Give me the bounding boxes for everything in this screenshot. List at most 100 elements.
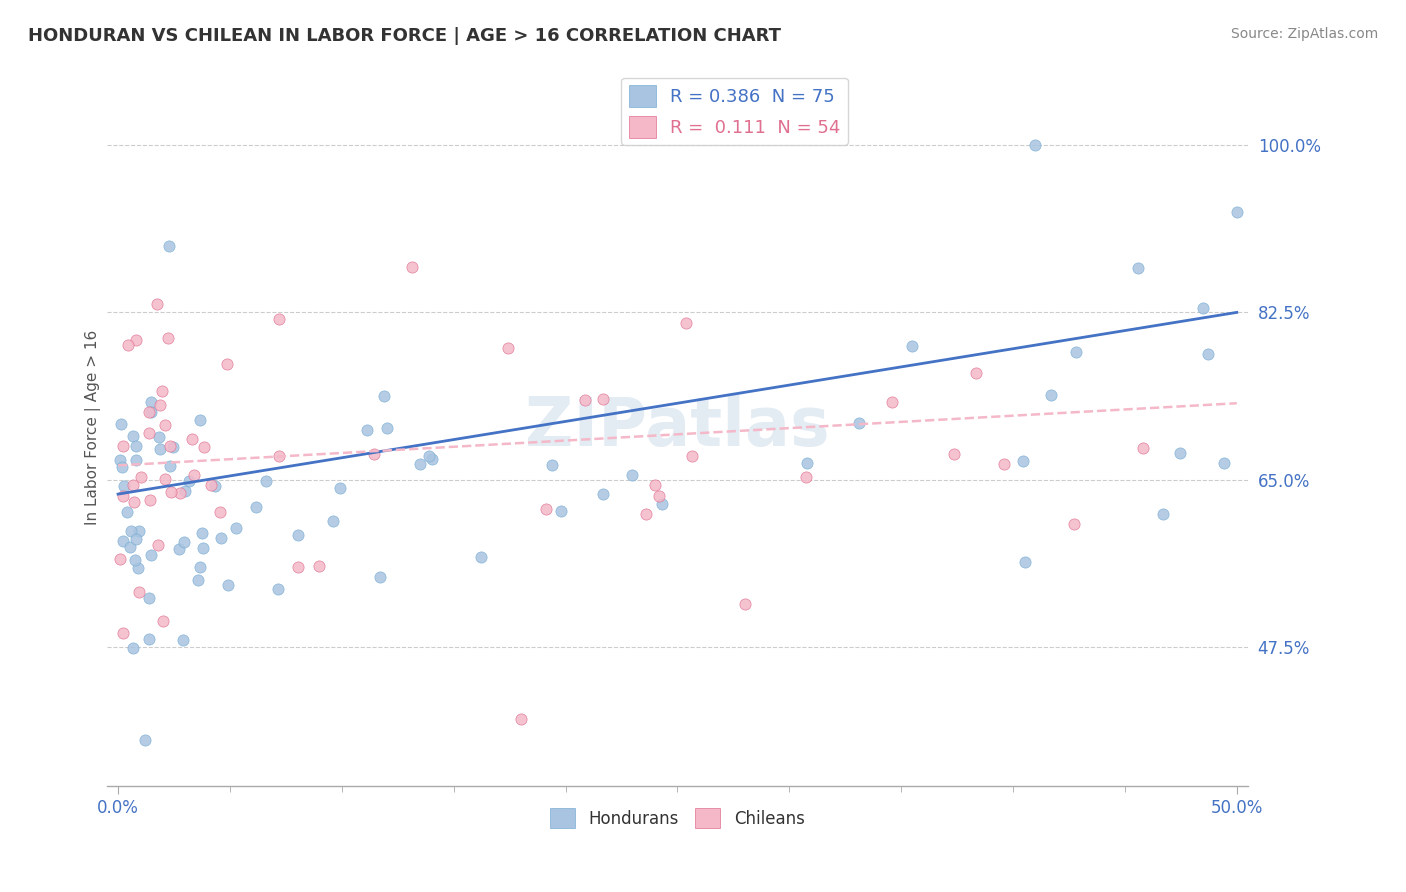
Point <box>153 417 176 432</box>
Point <box>110 417 132 431</box>
Point <box>651 496 673 510</box>
Point <box>1168 445 1191 459</box>
Point <box>118 540 141 554</box>
Point <box>122 429 145 443</box>
Point <box>880 395 903 409</box>
Point <box>111 626 134 640</box>
Point <box>993 457 1015 471</box>
Point <box>1132 441 1154 455</box>
Point <box>173 483 195 498</box>
Point <box>134 732 156 747</box>
Point <box>1152 508 1174 522</box>
Point <box>159 458 181 473</box>
Text: Source: ZipAtlas.com: Source: ZipAtlas.com <box>1230 27 1378 41</box>
Text: HONDURAN VS CHILEAN IN LABOR FORCE | AGE > 16 CORRELATION CHART: HONDURAN VS CHILEAN IN LABOR FORCE | AGE… <box>28 27 782 45</box>
Point <box>534 502 557 516</box>
Point <box>111 459 134 474</box>
Point <box>901 339 924 353</box>
Point <box>183 468 205 483</box>
Point <box>149 398 172 412</box>
Point <box>188 559 211 574</box>
Point <box>496 341 519 355</box>
Point <box>574 392 596 407</box>
Point <box>401 260 423 275</box>
Point <box>122 478 145 492</box>
Point <box>139 493 162 508</box>
Point <box>115 505 138 519</box>
Point <box>162 440 184 454</box>
Point <box>141 548 163 562</box>
Point <box>112 479 135 493</box>
Point <box>152 614 174 628</box>
Point <box>328 481 350 495</box>
Point <box>308 558 330 573</box>
Point <box>1192 301 1215 315</box>
Point <box>796 470 818 484</box>
Point <box>177 474 200 488</box>
Point <box>159 439 181 453</box>
Point <box>409 457 432 471</box>
Point <box>254 474 277 488</box>
Point <box>675 316 697 330</box>
Point <box>209 531 232 545</box>
Point <box>418 449 440 463</box>
Point <box>267 582 290 597</box>
Point <box>681 449 703 463</box>
Point <box>153 472 176 486</box>
Point <box>124 553 146 567</box>
Point <box>550 504 572 518</box>
Point <box>509 712 531 726</box>
Point <box>138 632 160 646</box>
Point <box>138 405 160 419</box>
Point <box>634 507 657 521</box>
Point <box>125 439 148 453</box>
Point <box>592 486 614 500</box>
Point <box>200 478 222 492</box>
Point <box>122 641 145 656</box>
Text: ZIPatlas: ZIPatlas <box>524 394 830 460</box>
Point <box>943 447 966 461</box>
Point <box>245 500 267 514</box>
Point <box>322 514 344 528</box>
Point <box>173 534 195 549</box>
Point <box>110 552 132 566</box>
Point <box>225 521 247 535</box>
Point <box>128 524 150 538</box>
Point <box>117 338 139 352</box>
Point <box>592 392 614 406</box>
Point <box>965 366 987 380</box>
Point <box>621 468 644 483</box>
Point <box>112 489 135 503</box>
Point <box>287 528 309 542</box>
Point <box>125 532 148 546</box>
Point <box>1226 205 1249 219</box>
Point <box>269 311 291 326</box>
Point <box>124 333 146 347</box>
Point <box>112 439 135 453</box>
Point <box>356 423 378 437</box>
Point <box>644 478 666 492</box>
Point <box>1063 517 1085 532</box>
Point <box>139 394 162 409</box>
Point <box>188 413 211 427</box>
Point <box>1197 347 1219 361</box>
Point <box>125 453 148 467</box>
Point <box>167 541 190 556</box>
Point <box>204 479 226 493</box>
Point <box>368 570 391 584</box>
Point <box>1126 260 1149 275</box>
Point <box>1024 138 1046 153</box>
Point <box>187 574 209 588</box>
Point <box>138 591 160 606</box>
Legend: Hondurans, Chileans: Hondurans, Chileans <box>544 801 811 835</box>
Point <box>181 432 204 446</box>
Point <box>267 449 290 463</box>
Point <box>377 421 399 435</box>
Point <box>1213 456 1236 470</box>
Point <box>287 560 309 574</box>
Point <box>190 526 212 541</box>
Point <box>148 430 170 444</box>
Point <box>193 440 215 454</box>
Point <box>129 470 152 484</box>
Point <box>150 384 173 398</box>
